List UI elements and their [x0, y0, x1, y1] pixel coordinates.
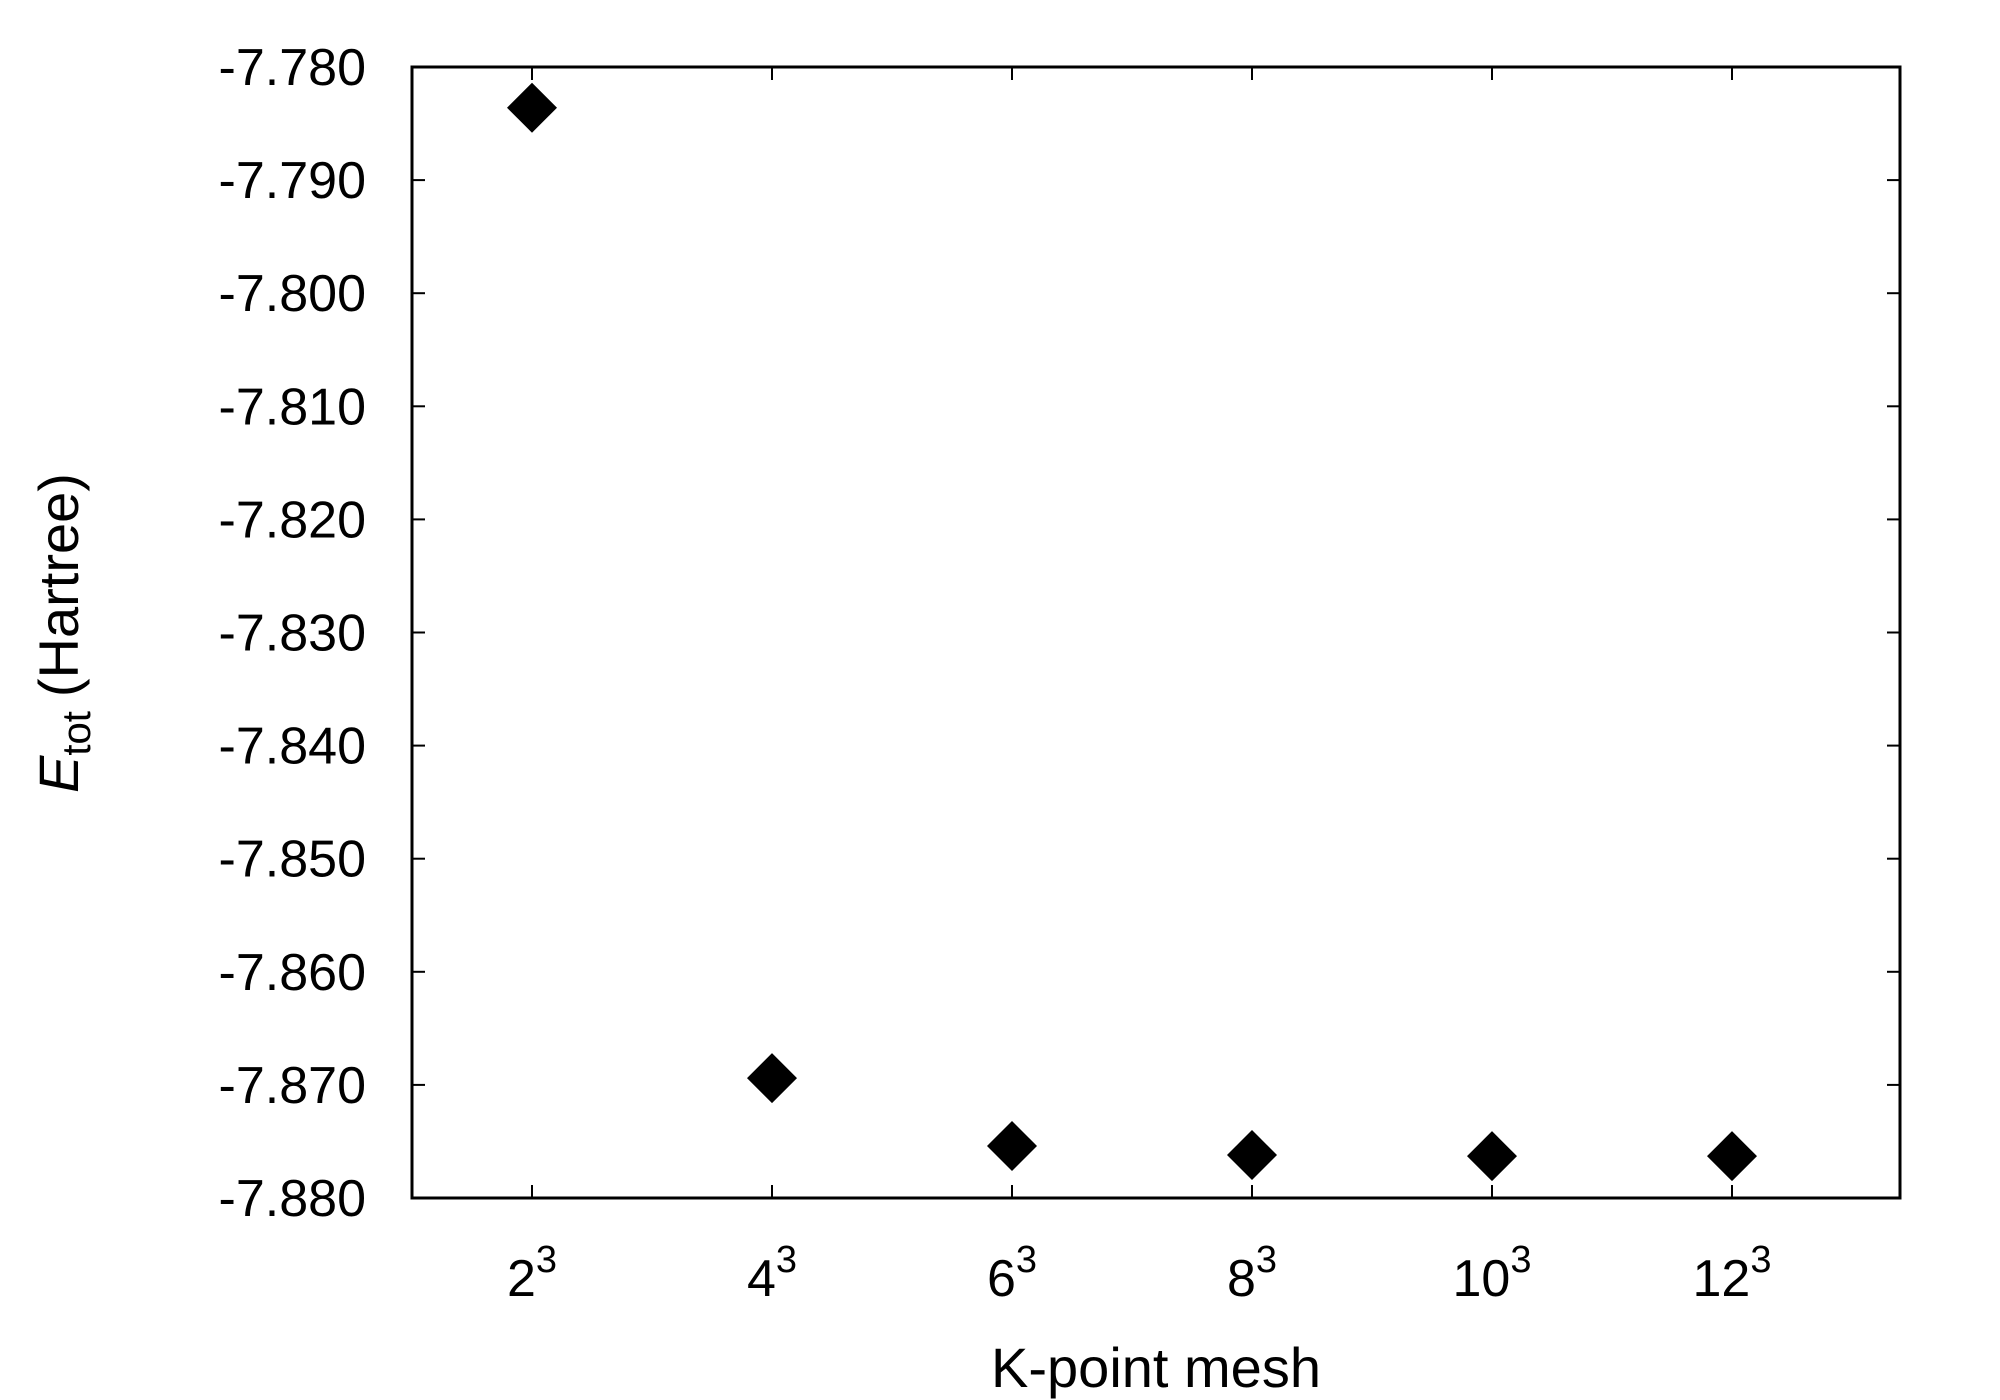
x-tick-label: 23	[507, 1239, 557, 1308]
y-tick-label: -7.820	[219, 491, 366, 549]
y-tick-label: -7.860	[219, 944, 366, 1002]
y-axis-subscript: tot	[55, 711, 99, 755]
x-tick-base: 12	[1693, 1250, 1751, 1308]
x-tick-base: 8	[1227, 1250, 1256, 1308]
x-axis-title: K-point mesh	[991, 1336, 1321, 1399]
y-tick-label: -7.800	[219, 265, 366, 323]
x-tick-exponent: 3	[1750, 1239, 1771, 1281]
data-point-diamond	[507, 82, 557, 133]
x-tick-base: 10	[1453, 1250, 1511, 1308]
y-tick-label: -7.870	[219, 1057, 366, 1115]
y-tick-label: -7.780	[219, 39, 366, 97]
y-axis-unit: (Hartree)	[27, 473, 90, 697]
data-point-diamond	[1227, 1130, 1277, 1181]
x-tick-base: 4	[747, 1250, 776, 1308]
x-tick-exponent: 3	[536, 1239, 557, 1281]
data-point-diamond	[747, 1053, 797, 1104]
data-point-diamond	[1707, 1131, 1757, 1182]
x-axis: 23 43 63 83 103 123	[507, 67, 1772, 1308]
y-tick-label: -7.880	[219, 1170, 366, 1228]
x-tick-base: 2	[507, 1250, 536, 1308]
x-tick-base: 6	[987, 1250, 1016, 1308]
y-tick-label: -7.810	[219, 378, 366, 436]
y-tick-label: -7.840	[219, 718, 366, 776]
x-tick-label: 43	[747, 1239, 797, 1308]
data-series	[507, 82, 1757, 1182]
x-tick-exponent: 3	[1510, 1239, 1531, 1281]
x-tick-label: 63	[987, 1239, 1037, 1308]
x-tick-exponent: 3	[776, 1239, 797, 1281]
x-tick-exponent: 3	[1256, 1239, 1277, 1281]
data-point-diamond	[1467, 1131, 1517, 1182]
plot-frame	[410, 65, 1902, 1200]
y-axis-title: Etot (Hartree)	[27, 473, 99, 793]
y-axis: -7.780 -7.790 -7.800 -7.810 -7.820 -7.830 -7.8…	[219, 39, 1900, 1228]
data-point-diamond	[987, 1120, 1037, 1171]
y-tick-label: -7.850	[219, 831, 366, 889]
x-tick-label: 103	[1453, 1239, 1532, 1308]
x-tick-label: 123	[1693, 1239, 1772, 1308]
y-tick-label: -7.790	[219, 152, 366, 210]
x-tick-exponent: 3	[1016, 1239, 1037, 1281]
y-axis-symbol: E	[27, 755, 90, 793]
y-tick-label: -7.830	[219, 605, 366, 663]
x-tick-label: 83	[1227, 1239, 1277, 1308]
